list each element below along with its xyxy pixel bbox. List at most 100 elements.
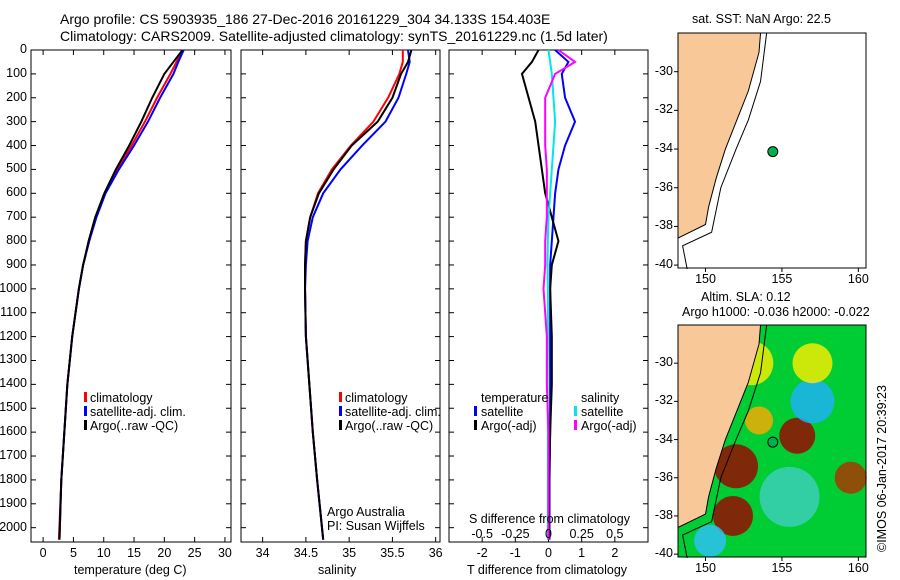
tdiff-xlabel: T difference from climatology bbox=[467, 563, 628, 577]
series-line-temperature-argo-adj- bbox=[520, 49, 560, 540]
y-tick-label: 200 bbox=[6, 89, 27, 104]
map-sla-isobath bbox=[682, 324, 768, 559]
map-sst-y-tick-label: -36 bbox=[654, 179, 673, 194]
map-sla-y-tick-label: -34 bbox=[654, 431, 673, 446]
map-sla-land bbox=[677, 324, 762, 529]
x-tick-label: 36 bbox=[428, 546, 443, 560]
series-line-argo-raw-qc- bbox=[304, 49, 413, 540]
series-line-salinity-argo-adj- bbox=[542, 49, 577, 540]
legend-swatch bbox=[474, 406, 477, 416]
map-sla-x-tick-label: 160 bbox=[847, 561, 869, 575]
map-sla-sla-blob bbox=[713, 495, 754, 536]
map-sla-sla-blob bbox=[834, 461, 867, 494]
panel-frame bbox=[240, 49, 441, 543]
x-tick-label: 15 bbox=[127, 546, 141, 560]
x-tick-label: 30 bbox=[217, 546, 232, 560]
imos-credit: ©IMOS 06-Jan-2017 20:39:23 bbox=[875, 385, 889, 552]
y-tick-label: 600 bbox=[6, 185, 27, 200]
map-sla-sla-blob bbox=[779, 417, 816, 454]
map-sst-y-tick-label: -38 bbox=[654, 218, 673, 233]
legend-satellite: satellite-adj. clim. bbox=[90, 405, 186, 419]
y-tick-label: 400 bbox=[6, 137, 27, 152]
y-tick-label: 2000 bbox=[0, 519, 27, 534]
x2-tick-label: 0 bbox=[545, 527, 552, 541]
y-tick-label: 1500 bbox=[0, 400, 27, 415]
series-line-argo-raw-qc- bbox=[58, 49, 184, 540]
y-tick-label: 800 bbox=[6, 233, 27, 248]
map-sla-sla-blob bbox=[745, 406, 774, 435]
legend-swatch bbox=[574, 420, 577, 430]
legend-sal-head: salinity bbox=[581, 391, 620, 405]
map-sla-sla-blob bbox=[759, 466, 820, 527]
argo-australia: Argo Australia bbox=[327, 505, 405, 519]
legend-swatch bbox=[84, 392, 87, 402]
map-sst-land bbox=[677, 32, 762, 239]
x-tick-label: 20 bbox=[157, 546, 172, 560]
legend-swatch bbox=[339, 406, 342, 416]
map2-title-2: Argo h1000: -0.036 h2000: -0.022 bbox=[682, 305, 870, 319]
legend-sal-argo: Argo(-adj) bbox=[581, 419, 637, 433]
legend-swatch bbox=[339, 420, 342, 430]
x2-tick-label: -0.5 bbox=[471, 527, 493, 541]
y-tick-label: 1700 bbox=[0, 448, 27, 463]
x-tick-label: -1 bbox=[509, 546, 521, 560]
x-tick-label: 2 bbox=[611, 546, 619, 560]
map-sla-argo-float-marker bbox=[767, 436, 779, 448]
pi-name: PI: Susan Wijffels bbox=[327, 519, 425, 533]
y-tick-label: 900 bbox=[6, 256, 27, 271]
panel-frame bbox=[30, 49, 232, 543]
map1-title: sat. SST: NaN Argo: 22.5 bbox=[692, 12, 831, 26]
y-tick-label: 500 bbox=[6, 161, 27, 176]
y-tick-label: 1400 bbox=[0, 376, 27, 391]
legend-climatology: climatology bbox=[345, 391, 408, 405]
map-sst-y-tick-label: -40 bbox=[654, 257, 673, 272]
map-sla-x-tick-label: 155 bbox=[771, 561, 793, 575]
map-sst-y-tick-label: -32 bbox=[654, 102, 673, 117]
legend-swatch bbox=[84, 420, 87, 430]
x-tick-label: 25 bbox=[187, 546, 202, 560]
sdiff-xlabel: S difference from climatology bbox=[469, 512, 630, 526]
y-tick-label: 1100 bbox=[0, 304, 27, 319]
map-sla-x-tick-label: 150 bbox=[695, 561, 716, 575]
x-tick-label: -2 bbox=[476, 546, 488, 560]
y-tick-label: 0 bbox=[20, 42, 27, 56]
y-tick-label: 1200 bbox=[0, 328, 27, 343]
y-tick-label: 300 bbox=[6, 113, 27, 128]
legend-temp-head: temperature bbox=[481, 391, 549, 405]
x-tick-label: 35.5 bbox=[380, 546, 405, 560]
map-sst-y-tick-label: -30 bbox=[654, 63, 673, 78]
legend-swatch bbox=[339, 392, 342, 402]
map-sst-x-tick-label: 155 bbox=[771, 272, 793, 286]
map-sla-y-tick-label: -40 bbox=[654, 546, 673, 561]
x-tick-label: 1 bbox=[578, 546, 586, 560]
legend-argo: Argo(..raw -QC) bbox=[345, 419, 434, 433]
x-tick-label: 10 bbox=[96, 546, 111, 560]
x-tick-label: 5 bbox=[69, 546, 77, 560]
map-sst-frame bbox=[677, 32, 867, 269]
y-tick-label: 1600 bbox=[0, 424, 27, 439]
map-sla-y-tick-label: -38 bbox=[654, 507, 673, 522]
y-tick-label: 700 bbox=[6, 209, 27, 224]
legend-swatch bbox=[84, 406, 87, 416]
x2-tick-label: -0.25 bbox=[501, 527, 530, 541]
map-sla-sla-blob bbox=[792, 343, 833, 384]
map-sla-sla-blob bbox=[790, 379, 835, 424]
map-sla-sla-blob bbox=[714, 444, 759, 489]
y-tick-label: 1900 bbox=[0, 495, 27, 510]
legend-climatology: climatology bbox=[90, 391, 153, 405]
legend-sal-sat: satellite bbox=[581, 405, 624, 419]
y-tick-label: 1300 bbox=[0, 352, 27, 367]
legend-swatch bbox=[474, 420, 477, 430]
map-sst-argo-float-marker bbox=[767, 146, 779, 158]
map-sla-y-tick-label: -36 bbox=[654, 469, 673, 484]
y-tick-label: 100 bbox=[6, 65, 27, 80]
x2-tick-label: 0.5 bbox=[606, 527, 624, 541]
legend-temp-sat: satellite bbox=[481, 405, 524, 419]
series-line-temperature-satellite bbox=[548, 49, 577, 540]
map-sla-frame bbox=[677, 324, 867, 558]
x-tick-label: 35 bbox=[342, 546, 357, 560]
map-sst-x-tick-label: 160 bbox=[847, 272, 869, 286]
y-tick-label: 1000 bbox=[0, 280, 27, 295]
